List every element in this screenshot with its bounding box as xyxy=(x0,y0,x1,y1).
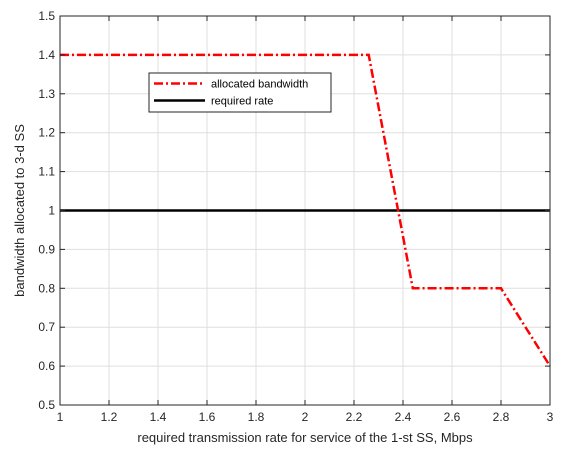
legend-label-required-rate: required rate xyxy=(211,96,273,108)
legend-label-allocated-bandwidth: allocated bandwidth xyxy=(211,79,308,91)
x-tick-label: 2.8 xyxy=(493,410,510,424)
legend: allocated bandwidth required rate xyxy=(148,72,332,113)
x-tick-label: 2.2 xyxy=(346,410,363,424)
x-tick-label: 1.2 xyxy=(101,410,118,424)
x-tick-label: 1.8 xyxy=(248,410,265,424)
x-tick-label: 2.4 xyxy=(395,410,412,424)
y-tick-label: 1.3 xyxy=(38,87,55,101)
y-tick-label: 1.1 xyxy=(38,165,55,179)
y-tick-label: 0.9 xyxy=(38,242,55,256)
legend-box xyxy=(148,72,332,113)
x-tick-label: 1.4 xyxy=(150,410,167,424)
x-tick-label: 3 xyxy=(547,410,554,424)
y-tick-label: 1.2 xyxy=(38,126,55,140)
x-tick-label: 2.6 xyxy=(444,410,461,424)
x-axis-label: required transmission rate for service o… xyxy=(137,430,473,445)
x-tick-label: 2 xyxy=(302,410,309,424)
y-tick-label: 1.5 xyxy=(38,9,55,23)
y-tick-label: 1 xyxy=(48,204,55,218)
y-tick-label: 1.4 xyxy=(38,48,55,62)
x-tick-label: 1 xyxy=(57,410,64,424)
x-tick-label: 1.6 xyxy=(199,410,216,424)
series-layer xyxy=(60,53,552,367)
series-line-allocated-bandwidth xyxy=(60,53,552,367)
y-tick-label: 0.6 xyxy=(38,359,55,373)
ticks: 1 1.2 1.4 1.6 1.8 2 2.2 2.4 2.6 2.8 3 0.5 0.6 0.7 0.8 0… xyxy=(38,9,553,424)
y-tick-label: 0.8 xyxy=(38,281,55,295)
y-tick-label: 0.7 xyxy=(38,320,55,334)
y-tick-label: 0.5 xyxy=(38,398,55,412)
y-axis-label: bandwidth allocated to 3-d SS xyxy=(12,124,27,297)
